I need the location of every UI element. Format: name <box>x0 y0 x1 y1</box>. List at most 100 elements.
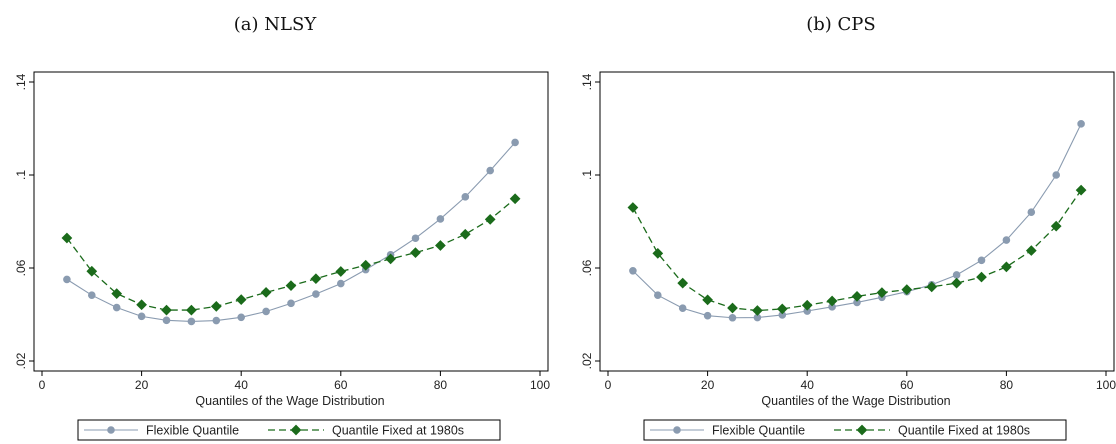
legend-entry: Quantile Fixed at 1980s <box>332 424 464 438</box>
series-point <box>435 240 446 251</box>
series-point <box>137 312 146 321</box>
series-point <box>1001 261 1012 273</box>
series-point <box>262 307 270 316</box>
series-point <box>1052 171 1060 179</box>
series-point <box>88 291 96 300</box>
series-point <box>287 299 295 308</box>
legend-box <box>77 419 501 441</box>
series-point <box>976 271 987 283</box>
series-point <box>1077 120 1085 128</box>
series-point <box>459 228 471 240</box>
series-point <box>627 202 639 213</box>
series-point <box>728 313 737 322</box>
series-point <box>336 279 345 288</box>
series-point <box>210 300 222 312</box>
y-tick-label: .02 <box>580 352 594 369</box>
series-point <box>461 193 470 201</box>
legend-marker <box>673 426 681 434</box>
plot-area <box>33 71 549 372</box>
series-point <box>653 291 662 300</box>
series-point <box>826 295 838 307</box>
x-tick-label: 20 <box>701 378 715 392</box>
y-tick-label: .06 <box>580 259 594 276</box>
x-tick-label: 80 <box>434 378 448 392</box>
series-point <box>385 253 396 265</box>
series-point <box>752 305 763 316</box>
series-point <box>436 215 445 223</box>
series-point <box>187 317 196 326</box>
x-tick-label: 0 <box>605 378 612 392</box>
series-point <box>1027 208 1036 217</box>
series-point <box>235 294 247 305</box>
plot-area <box>599 71 1115 372</box>
series-point <box>702 294 713 306</box>
series-point <box>901 284 913 295</box>
x-tick-label: 0 <box>39 378 46 392</box>
x-tick-label: 40 <box>801 378 815 392</box>
series-point <box>1050 220 1062 232</box>
series-point <box>162 316 171 325</box>
series-point <box>312 290 320 298</box>
y-tick-label: .14 <box>14 73 28 90</box>
y-tick-label: .02 <box>14 352 28 369</box>
chart-title: (a) NLSY <box>234 14 318 35</box>
x-tick-label: 40 <box>235 378 249 392</box>
series-point <box>335 266 347 277</box>
series-point <box>111 288 123 299</box>
legend-marker <box>290 424 302 436</box>
series-point <box>360 259 372 271</box>
x-tick-label: 100 <box>530 378 550 392</box>
legend-marker <box>856 424 868 436</box>
series-point <box>926 281 938 293</box>
series-point <box>1075 184 1087 196</box>
series-point <box>851 290 863 302</box>
series-point <box>161 304 172 316</box>
series-point <box>310 273 322 285</box>
series-point <box>678 304 687 313</box>
series-point <box>509 193 521 205</box>
series-point <box>776 303 788 315</box>
series-point <box>629 266 637 275</box>
series-point <box>237 313 246 322</box>
series-point <box>136 299 147 311</box>
series-point <box>260 287 272 298</box>
series-point <box>61 232 73 244</box>
series-point <box>511 138 519 147</box>
series-point <box>727 302 738 314</box>
series-point <box>410 247 421 259</box>
series-point <box>801 299 813 311</box>
x-tick-label: 60 <box>334 378 348 392</box>
series-point <box>411 234 420 243</box>
series-point <box>186 304 197 316</box>
y-tick-label: .1 <box>14 170 28 180</box>
y-tick-label: .1 <box>580 170 594 180</box>
series-point <box>486 166 495 175</box>
series-point <box>1002 236 1011 244</box>
chart-title: (b) CPS <box>806 14 876 35</box>
x-tick-label: 100 <box>1096 378 1116 392</box>
panel-nlsy: (a) NLSY .02 .06 .1 .14 0 20 40 60 80 100 Quantiles… <box>14 14 550 441</box>
series-point <box>977 256 986 265</box>
x-tick-label: 20 <box>135 378 149 392</box>
y-tick-label: .14 <box>580 73 594 90</box>
legend-entry: Flexible Quantile <box>712 424 805 438</box>
x-tick-label: 80 <box>1000 378 1014 392</box>
legend-entry: Quantile Fixed at 1980s <box>898 424 1030 438</box>
y-tick-label: .06 <box>14 259 28 276</box>
series-point <box>484 214 496 225</box>
series-point <box>876 287 888 299</box>
series-point <box>1025 245 1037 256</box>
series-point <box>86 265 98 277</box>
x-axis-title: Quantiles of the Wage Distribution <box>761 394 950 408</box>
series-point <box>703 311 712 320</box>
series-point <box>285 280 297 292</box>
series-point <box>652 247 664 259</box>
series-point <box>112 303 121 312</box>
legend-marker <box>107 426 115 434</box>
panel-cps: (b) CPS .02 .06 .1 .14 0 20 40 60 80 100 Quantiles … <box>580 14 1116 441</box>
legend-box <box>643 419 1067 441</box>
series-point <box>677 277 689 289</box>
series-point <box>951 277 962 289</box>
legend-entry: Flexible Quantile <box>146 424 239 438</box>
